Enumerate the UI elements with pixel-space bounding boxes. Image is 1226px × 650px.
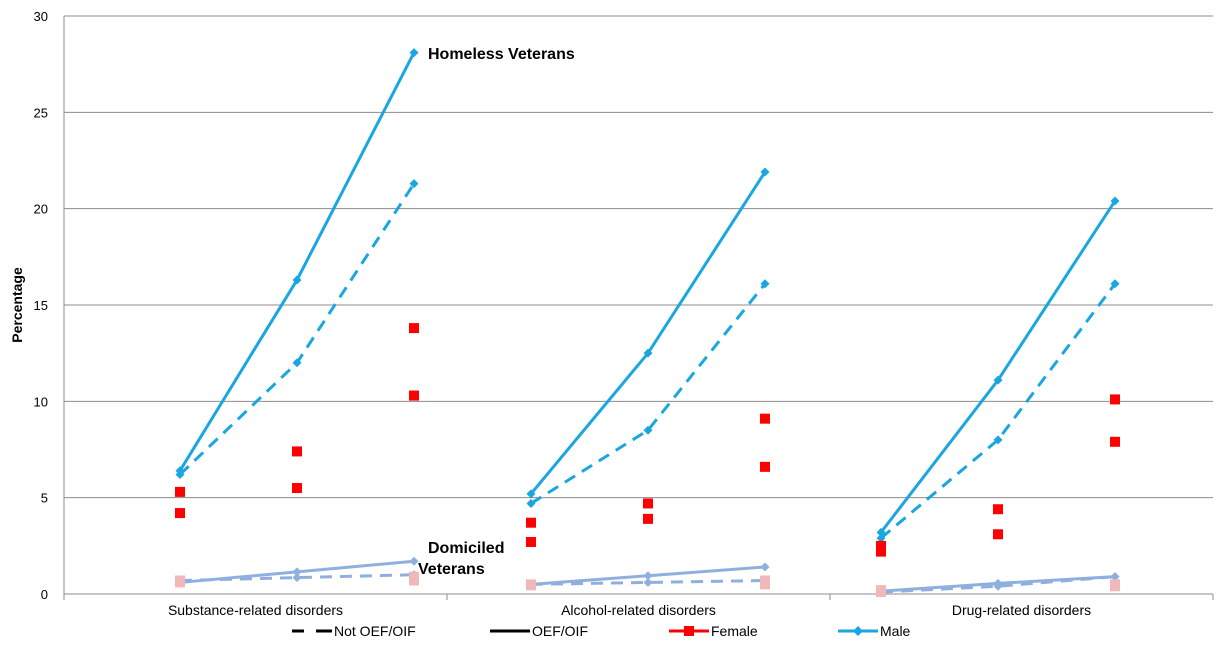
- data-point-diamond: [643, 571, 653, 581]
- y-axis-ticks: 0 5 10 15 20 25 30: [34, 9, 48, 602]
- series-domiciled-veterans-male-oef-oif: [175, 556, 1120, 596]
- data-point-square: [876, 546, 886, 557]
- data-point-diamond: [760, 279, 770, 289]
- data-point-square: [1110, 581, 1120, 592]
- legend-item: OEF/OIF: [490, 623, 588, 639]
- data-point-diamond: [993, 581, 1003, 591]
- annotation-domiciled-line2: Veterans: [418, 561, 485, 578]
- data-point-diamond: [409, 48, 419, 58]
- data-point-square: [876, 540, 886, 551]
- data-point-square: [526, 517, 536, 528]
- x-category-label: Alcohol-related disorders: [561, 602, 716, 618]
- y-tick-label: 25: [34, 105, 48, 120]
- legend: Not OEF/OIF OEF/OIF Female Male: [292, 623, 911, 639]
- data-point-diamond: [643, 577, 653, 587]
- y-tick-label: 10: [34, 394, 48, 409]
- data-point-diamond: [1110, 572, 1120, 582]
- series-line: [530, 282, 767, 505]
- data-point-diamond: [526, 489, 536, 499]
- data-point-square: [1110, 436, 1120, 447]
- legend-label: Not OEF/OIF: [334, 623, 416, 639]
- legend-marker: [853, 626, 863, 636]
- data-point-diamond: [292, 573, 302, 583]
- legend-label: Female: [711, 623, 758, 639]
- annotation-domiciled-line1: Domiciled: [428, 540, 504, 557]
- data-point-square: [993, 529, 1003, 540]
- data-point-diamond: [292, 275, 302, 285]
- series-domiciled-veterans-female-not-oef-oif: [175, 575, 1120, 598]
- annotation-homeless: Homeless Veterans: [428, 46, 575, 63]
- data-point-square: [175, 508, 185, 519]
- data-point-diamond: [876, 533, 886, 543]
- y-tick-label: 0: [41, 587, 48, 602]
- data-point-diamond: [643, 425, 653, 435]
- series-homeless-veterans-male-oef-oif: [175, 48, 1120, 537]
- series-homeless-veterans-male-not-oef-oif: [175, 179, 1120, 543]
- annotation-domiciled: Domiciled Veterans: [418, 540, 504, 578]
- data-point-diamond: [409, 556, 419, 566]
- legend-item: Male: [838, 623, 911, 639]
- data-point-square: [175, 577, 185, 588]
- annotations: Homeless Veterans Domiciled Veterans: [418, 46, 575, 578]
- data-point-square: [409, 575, 419, 586]
- data-point-diamond: [292, 358, 302, 368]
- data-point-square: [760, 579, 770, 590]
- x-axis-categories: Substance-related disorders Alcohol-relat…: [168, 602, 1091, 618]
- legend-item: Female: [669, 623, 758, 639]
- data-point-square: [876, 587, 886, 598]
- data-point-square: [1110, 394, 1120, 405]
- data-point-square: [526, 536, 536, 547]
- data-point-diamond: [643, 348, 653, 358]
- data-point-diamond: [993, 375, 1003, 385]
- data-point-square: [993, 504, 1003, 515]
- data-point-square: [760, 461, 770, 472]
- series-line: [178, 51, 416, 472]
- x-category-label: Substance-related disorders: [168, 602, 343, 618]
- data-point-diamond: [760, 562, 770, 572]
- legend-item: Not OEF/OIF: [292, 623, 416, 639]
- data-point-square: [643, 513, 653, 524]
- legend-marker: [684, 626, 694, 636]
- legend-label: OEF/OIF: [532, 623, 588, 639]
- data-point-diamond: [409, 179, 419, 189]
- series-line: [880, 282, 1117, 540]
- series-line: [879, 200, 1117, 534]
- y-tick-label: 5: [41, 491, 48, 506]
- series-line: [529, 171, 767, 495]
- data-point-square: [409, 390, 419, 401]
- y-axis-label: Percentage: [9, 267, 25, 343]
- data-point-diamond: [760, 167, 770, 177]
- gridlines: [63, 15, 1214, 600]
- data-point-square: [175, 486, 185, 497]
- y-tick-label: 15: [34, 298, 48, 313]
- data-point-square: [292, 446, 302, 457]
- series-homeless-veterans-female-oef-oif: [175, 323, 1120, 551]
- y-tick-label: 20: [34, 202, 48, 217]
- data-point-diamond: [292, 567, 302, 577]
- legend-label: Male: [880, 623, 911, 639]
- y-tick-label: 30: [34, 9, 48, 24]
- data-point-square: [643, 498, 653, 509]
- x-category-label: Drug-related disorders: [952, 602, 1091, 618]
- data-point-square: [526, 580, 536, 591]
- data-point-diamond: [993, 435, 1003, 445]
- data-point-square: [292, 483, 302, 494]
- data-point-diamond: [175, 470, 185, 480]
- data-point-diamond: [526, 498, 536, 508]
- data-point-diamond: [1110, 196, 1120, 206]
- data-point-square: [760, 413, 770, 424]
- series-homeless-veterans-female-not-oef-oif: [175, 390, 1120, 557]
- series-layer: [175, 48, 1120, 598]
- data-point-square: [409, 323, 419, 334]
- series-line: [178, 182, 416, 476]
- data-point-diamond: [1110, 279, 1120, 289]
